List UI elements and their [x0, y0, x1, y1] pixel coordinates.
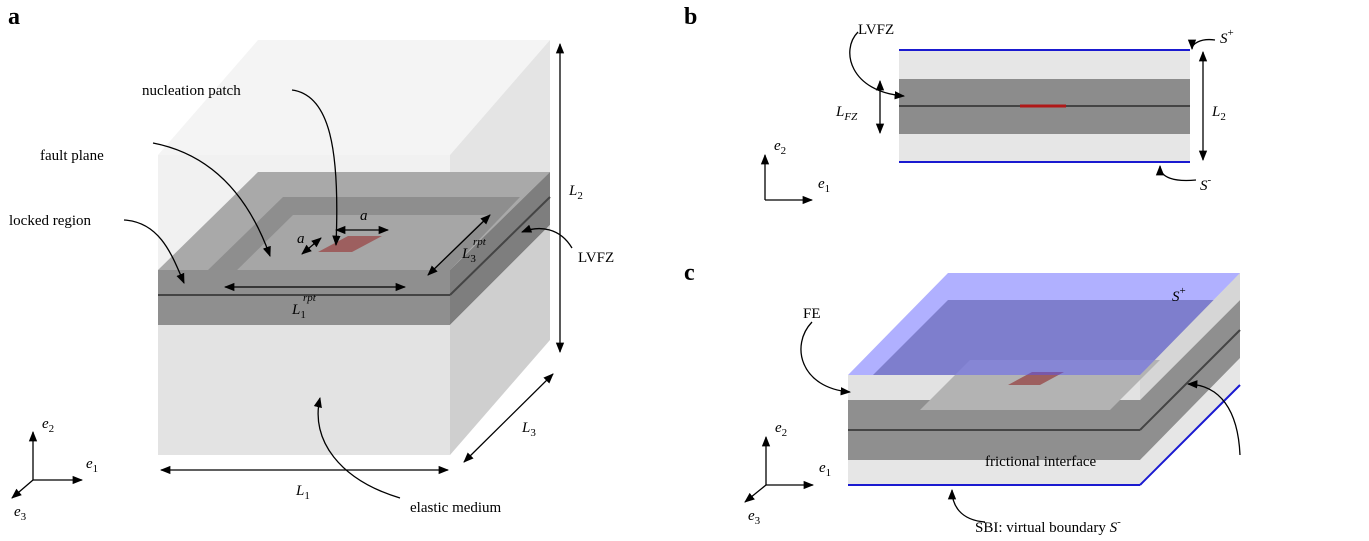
superscript: rpt: [473, 236, 487, 248]
annotation: elastic medium: [410, 500, 502, 516]
panel-label: b: [684, 4, 697, 30]
dimension-label: a: [297, 231, 305, 247]
panel-b: b LVFZ LFZ L2 S+ S- e2 e1: [684, 4, 1234, 200]
dimension-label: L1: [295, 483, 310, 502]
superscript: rpt: [303, 292, 317, 304]
subscript: 2: [49, 423, 55, 435]
subscript: 3: [470, 253, 476, 265]
superscript: -: [1117, 516, 1121, 528]
subscript: 3: [755, 515, 761, 527]
panel-a-block: [158, 40, 550, 455]
subscript: 3: [21, 511, 27, 523]
panel-label: c: [684, 260, 695, 286]
symbol: L: [835, 104, 844, 120]
figure: a nucleation patch fault plane locked re…: [0, 0, 1369, 541]
dimension-label: a: [360, 208, 368, 224]
dimension-label: L3: [521, 420, 536, 439]
dimension-label: L2: [568, 183, 583, 202]
superscript: -: [1208, 174, 1212, 186]
annotation: SBI: virtual boundary S-: [975, 516, 1121, 536]
superscript: +: [1228, 27, 1234, 39]
annotation: LVFZ: [858, 22, 894, 38]
subscript: 1: [300, 309, 306, 321]
panel-label: a: [8, 4, 20, 30]
subscript: 1: [93, 463, 99, 475]
boundary-label: S+: [1220, 27, 1234, 47]
axis-label: e1: [819, 460, 831, 479]
subscript: FZ: [843, 111, 858, 123]
panel-c: c FE frictional interface S+ SBI: virtua…: [684, 260, 1240, 536]
symbol: L: [291, 302, 300, 318]
annotation: nucleation patch: [142, 83, 241, 99]
symbol: L: [461, 246, 470, 262]
subscript: 2: [1220, 111, 1226, 123]
axis-label: e3: [748, 508, 761, 527]
axis-label: e1: [818, 176, 830, 195]
symbol: L: [1211, 104, 1220, 120]
subscript: 2: [781, 145, 787, 157]
axis-label: e1: [86, 456, 98, 475]
annotation-text: SBI: virtual boundary: [975, 520, 1110, 536]
annotation: FE: [803, 306, 821, 322]
axis-label: e2: [42, 416, 54, 435]
subscript: 1: [825, 183, 831, 195]
subscript: 2: [577, 190, 583, 202]
superscript: +: [1180, 285, 1186, 297]
annotation: locked region: [9, 213, 92, 229]
subscript: 3: [530, 427, 536, 439]
annotation: LVFZ: [578, 250, 614, 266]
annotation: frictional interface: [985, 454, 1097, 470]
subscript: 1: [826, 467, 832, 479]
symbol: L: [521, 420, 530, 436]
axis-label: e2: [775, 420, 787, 439]
axis-label: e2: [774, 138, 786, 157]
dimension-label: LFZ: [835, 104, 858, 123]
axis-label: e3: [14, 504, 27, 523]
annotation: fault plane: [40, 148, 104, 164]
boundary-label: S-: [1200, 174, 1212, 194]
subscript: 2: [782, 427, 788, 439]
symbol: L: [568, 183, 577, 199]
subscript: 1: [304, 490, 310, 502]
dimension-label: L2: [1211, 104, 1226, 123]
symbol: L: [295, 483, 304, 499]
